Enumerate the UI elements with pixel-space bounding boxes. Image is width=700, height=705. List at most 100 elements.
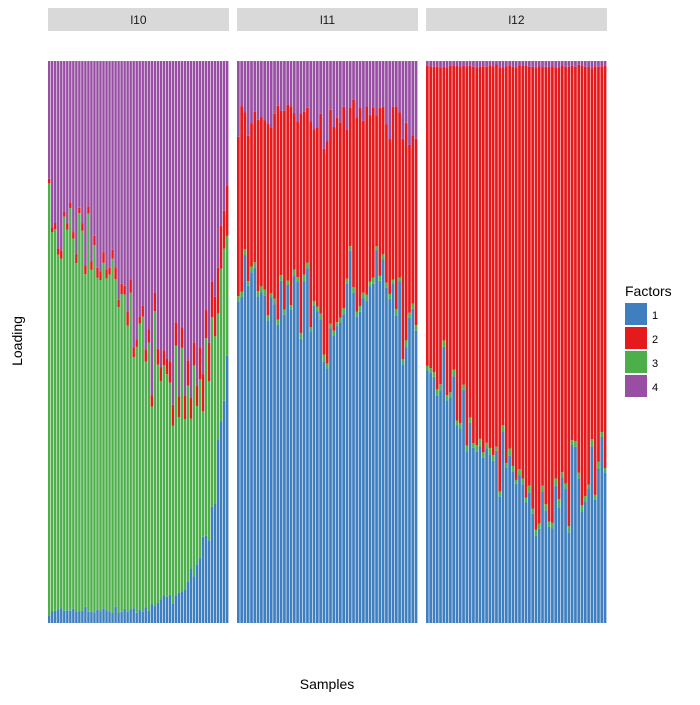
bar-segment-factor-4 — [394, 61, 398, 107]
bar-segment-factor-2 — [452, 66, 456, 370]
bar-segment-factor-2 — [165, 359, 169, 375]
bar-segment-factor-2 — [325, 141, 329, 364]
bar-segment-factor-1 — [411, 308, 415, 623]
bar-segment-factor-1 — [504, 467, 508, 623]
bar-segment-factor-2 — [332, 127, 336, 331]
bar-segment-factor-1 — [54, 610, 57, 623]
bar-segment-factor-4 — [111, 61, 114, 250]
bar-segment-factor-2 — [481, 66, 485, 453]
bar-segment-factor-1 — [541, 491, 544, 623]
bar-segment-factor-3 — [306, 262, 309, 269]
bar-segment-factor-3 — [319, 313, 322, 320]
bar-segment-factor-1 — [312, 305, 316, 623]
bar-segment-factor-1 — [404, 347, 408, 623]
bar-segment-factor-2 — [286, 104, 290, 281]
bar-segment-factor-3 — [465, 445, 469, 452]
bar-segment-factor-3 — [603, 468, 607, 473]
bar-segment-factor-3 — [329, 323, 332, 329]
bar-segment-factor-2 — [475, 67, 479, 446]
bar-segment-factor-1 — [391, 283, 395, 623]
bar-segment-factor-3 — [528, 485, 531, 493]
bar-segment-factor-1 — [132, 608, 135, 623]
bar-segment-factor-4 — [129, 61, 132, 281]
bar-segment-factor-2 — [404, 122, 408, 341]
bar-segment-factor-3 — [590, 439, 594, 447]
bar-segment-factor-2 — [348, 107, 352, 247]
bar-segment-factor-3 — [51, 232, 54, 612]
bar-segment-factor-2 — [541, 67, 544, 486]
bar-segment-factor-1 — [296, 281, 299, 623]
bar-segment-factor-2 — [432, 66, 436, 373]
bar-segment-factor-3 — [335, 322, 339, 327]
bar-segment-factor-2 — [488, 65, 492, 448]
bar-segment-factor-2 — [96, 267, 99, 278]
bar-segment-factor-4 — [201, 61, 205, 375]
bar-segment-factor-4 — [348, 61, 352, 108]
bar-segment-factor-4 — [120, 61, 123, 284]
bar-segment-factor-4 — [537, 61, 541, 67]
bar-segment-factor-2 — [195, 385, 199, 406]
bar-segment-factor-4 — [150, 61, 153, 396]
bar-segment-factor-1 — [123, 608, 126, 623]
bar-segment-factor-4 — [534, 61, 538, 68]
bar-segment-factor-2 — [455, 66, 459, 421]
bar-segment-factor-1 — [87, 611, 90, 623]
bar-segment-factor-4 — [266, 61, 270, 124]
bar-segment-factor-2 — [111, 249, 114, 259]
bar-segment-factor-1 — [429, 372, 432, 623]
bar-segment-factor-4 — [269, 61, 273, 129]
bar-segment-factor-2 — [102, 252, 105, 263]
bar-segment-factor-1 — [69, 610, 72, 623]
bar-segment-factor-4 — [90, 61, 93, 262]
bar-segment-factor-3 — [481, 452, 485, 458]
bar-segment-factor-3 — [114, 279, 117, 607]
bar-segment-factor-2 — [590, 68, 594, 440]
bar-segment-factor-3 — [365, 294, 369, 302]
bar-segment-factor-1 — [445, 400, 449, 623]
bar-segment-factor-2 — [147, 329, 150, 343]
facet-strip — [48, 8, 229, 31]
bar-segment-factor-3 — [541, 485, 544, 492]
legend-title: Factors — [625, 283, 672, 299]
bar-segment-factor-2 — [352, 99, 355, 288]
bar-segment-factor-3 — [66, 229, 69, 611]
bar-segment-factor-4 — [352, 61, 355, 100]
bar-segment-factor-4 — [135, 61, 138, 340]
bar-segment-factor-3 — [260, 286, 263, 293]
bar-segment-factor-3 — [120, 293, 123, 612]
bar-segment-factor-3 — [352, 287, 355, 293]
bar-segment-factor-4 — [250, 61, 253, 124]
bar-segment-factor-2 — [168, 361, 172, 383]
bar-segment-factor-2 — [150, 395, 153, 407]
bar-segment-factor-1 — [117, 613, 120, 623]
bar-segment-factor-3 — [537, 523, 541, 529]
bar-segment-factor-2 — [528, 66, 531, 486]
bar-segment-factor-2 — [322, 148, 326, 355]
bar-segment-factor-2 — [408, 144, 411, 313]
bar-segment-factor-1 — [381, 259, 385, 623]
bar-segment-factor-1 — [213, 503, 217, 623]
bar-segment-factor-2 — [69, 202, 72, 209]
bar-segment-factor-4 — [429, 61, 432, 67]
bar-segment-factor-2 — [485, 66, 488, 443]
bar-segment-factor-2 — [358, 107, 362, 307]
bar-segment-factor-2 — [240, 106, 243, 292]
facet-panel-l12: l12 — [426, 8, 607, 623]
bar-segment-factor-4 — [57, 61, 60, 249]
bar-segment-factor-2 — [378, 107, 382, 276]
bar-segment-factor-2 — [462, 65, 465, 385]
bar-segment-factor-4 — [138, 61, 141, 317]
bar-segment-factor-1 — [455, 425, 459, 623]
bar-segment-factor-1 — [90, 611, 93, 623]
bar-segment-factor-4 — [260, 61, 263, 118]
bar-segment-factor-3 — [132, 357, 135, 609]
bar-segment-factor-3 — [289, 305, 293, 311]
bar-segment-factor-2 — [213, 296, 217, 337]
bar-segment-factor-2 — [114, 267, 117, 280]
bar-segment-factor-3 — [99, 280, 102, 612]
facet-strip-label: l11 — [320, 13, 335, 27]
bar-segment-factor-2 — [174, 322, 178, 346]
bar-segment-factor-4 — [465, 61, 469, 67]
bar-segment-factor-3 — [577, 472, 581, 479]
bar-segment-factor-1 — [325, 368, 329, 623]
